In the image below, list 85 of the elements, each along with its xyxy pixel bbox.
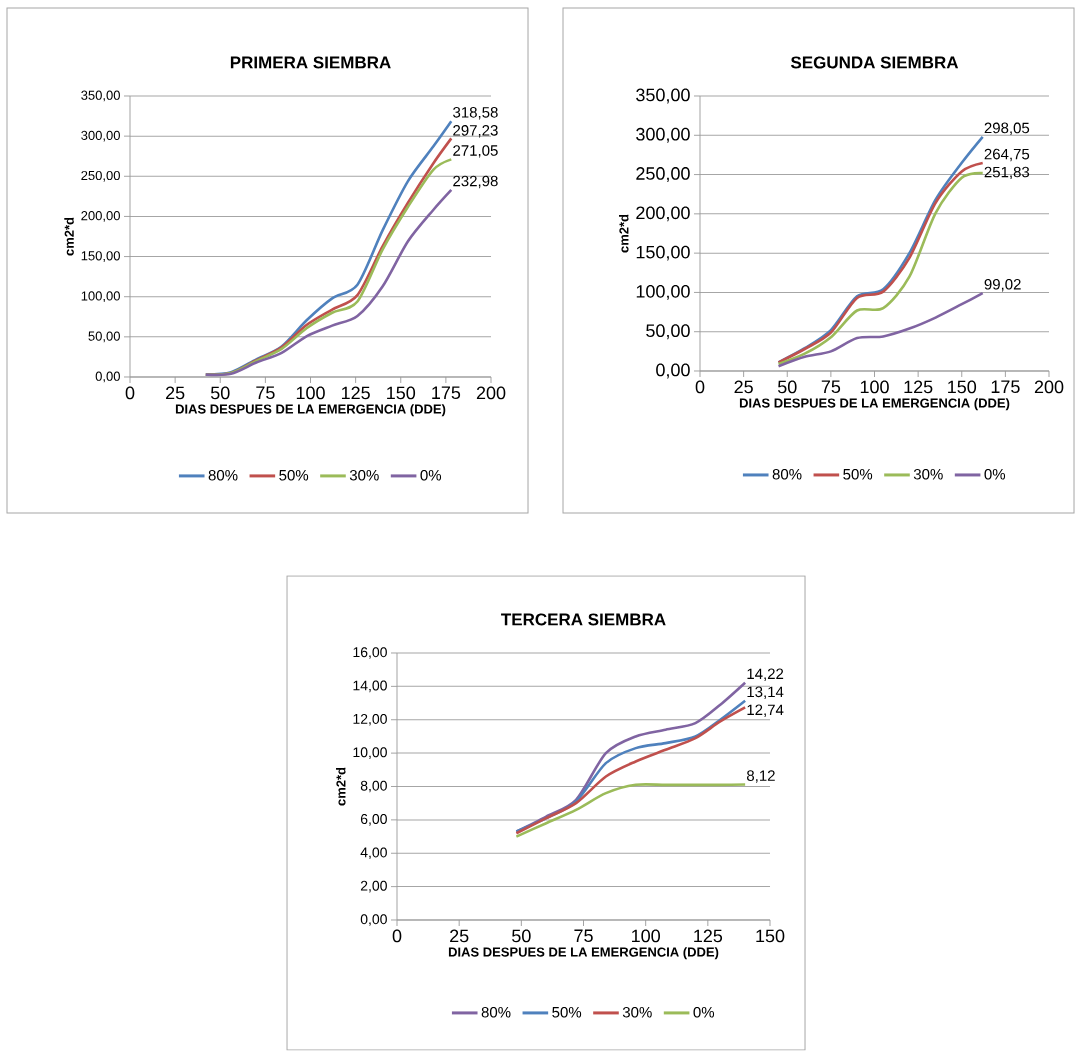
- y-axis-title: cm2*d: [336, 768, 346, 806]
- y-tick-label: 150,00: [636, 245, 690, 261]
- y-tick-label: 6,00: [360, 814, 387, 826]
- x-tick-label: 125: [904, 380, 933, 394]
- x-tick-label: 125: [694, 929, 723, 943]
- x-tick-label: 50: [777, 380, 797, 394]
- y-tick-label: 0,00: [95, 371, 120, 383]
- data-label: 99,02: [984, 279, 1021, 292]
- x-tick-label: 175: [991, 380, 1020, 394]
- y-tick-label: 300,00: [636, 128, 690, 143]
- x-tick-label: 100: [632, 929, 660, 943]
- data-label: 318,58: [453, 107, 498, 120]
- chart-title: PRIMERA SIEMBRA: [230, 56, 391, 69]
- line-series: [777, 292, 984, 368]
- y-tick-label: 200,00: [636, 206, 690, 222]
- data-label: 13,14: [747, 686, 784, 700]
- legend-label: 80%: [772, 469, 802, 480]
- x-axis-title: DIAS DESPUES DE LA EMERGENCIA (DDE): [448, 947, 719, 960]
- y-tick-label: 0,00: [360, 914, 387, 927]
- data-label: 264,75: [984, 149, 1030, 162]
- x-axis-title: DIAS DESPUES DE LA EMERGENCIA (DDE): [739, 398, 1010, 411]
- x-tick-label: 75: [574, 929, 593, 943]
- y-tick-label: 250,00: [636, 167, 690, 183]
- y-tick-label: 100,00: [81, 291, 120, 303]
- data-label: 251,83: [984, 166, 1030, 180]
- x-tick-label: 100: [860, 380, 889, 394]
- y-tick-label: 250,00: [81, 171, 120, 182]
- x-tick-label: 0: [392, 929, 402, 943]
- x-tick-label: 25: [450, 929, 469, 943]
- y-tick-label: 150,00: [81, 251, 120, 263]
- y-tick-label: 14,00: [353, 680, 387, 693]
- x-tick-label: 25: [734, 380, 753, 394]
- y-tick-label: 300,00: [81, 131, 120, 142]
- legend-label: 80%: [208, 470, 238, 481]
- legend-label: 0%: [420, 470, 442, 481]
- data-label: 12,74: [747, 704, 784, 718]
- x-tick-label: 200: [476, 386, 506, 400]
- data-label: 298,05: [984, 122, 1030, 136]
- legend-label: 50%: [843, 469, 873, 480]
- x-tick-label: 150: [756, 929, 785, 943]
- x-tick-label: 100: [296, 386, 325, 400]
- chart-title: SEGUNDA SIEMBRA: [790, 56, 959, 69]
- data-label: 271,05: [453, 145, 498, 158]
- legend-label: 0%: [984, 469, 1006, 480]
- y-tick-label: 350,00: [81, 90, 120, 102]
- x-tick-label: 0: [125, 386, 135, 400]
- legend-label: 0%: [693, 1007, 715, 1018]
- data-label: 232,98: [453, 176, 498, 189]
- y-tick-label: 16,00: [353, 647, 387, 660]
- y-tick-label: 50,00: [646, 324, 690, 340]
- y-tick-label: 200,00: [81, 211, 120, 223]
- y-tick-label: 4,00: [360, 847, 387, 860]
- legend-label: 50%: [279, 470, 309, 481]
- y-tick-label: 2,00: [360, 881, 387, 893]
- y-tick-label: 350,00: [636, 88, 690, 104]
- x-tick-label: 125: [341, 386, 370, 400]
- y-tick-label: 12,00: [353, 714, 387, 726]
- data-label: 297,23: [453, 125, 498, 138]
- x-tick-label: 0: [695, 380, 705, 394]
- y-axis-title: cm2*d: [619, 215, 629, 253]
- x-tick-label: 200: [1034, 380, 1064, 394]
- x-tick-label: 50: [512, 929, 531, 943]
- x-tick-label: 150: [387, 386, 416, 400]
- y-tick-label: 10,00: [353, 747, 387, 760]
- y-axis-title: cm2*d: [64, 218, 74, 256]
- legend-label: 30%: [349, 470, 379, 481]
- y-tick-label: 8,00: [360, 780, 387, 793]
- legend-label: 50%: [552, 1007, 582, 1018]
- y-tick-label: 50,00: [88, 331, 120, 343]
- legend-label: 30%: [622, 1007, 652, 1018]
- x-tick-label: 50: [210, 386, 230, 400]
- x-axis-title: DIAS DESPUES DE LA EMERGENCIA (DDE): [175, 404, 446, 417]
- line-series: [515, 783, 747, 839]
- y-tick-label: 0,00: [656, 363, 690, 379]
- x-tick-label: 25: [166, 386, 185, 400]
- legend-label: 80%: [481, 1007, 511, 1018]
- y-tick-label: 100,00: [636, 285, 690, 301]
- x-tick-label: 75: [256, 386, 275, 400]
- x-tick-label: 75: [821, 380, 841, 394]
- x-tick-label: 175: [432, 386, 461, 400]
- data-label: 14,22: [747, 668, 784, 682]
- data-label: 8,12: [747, 770, 775, 783]
- x-tick-label: 150: [948, 380, 977, 394]
- legend-label: 30%: [913, 469, 943, 480]
- chart-title: TERCERA SIEMBRA: [501, 613, 666, 626]
